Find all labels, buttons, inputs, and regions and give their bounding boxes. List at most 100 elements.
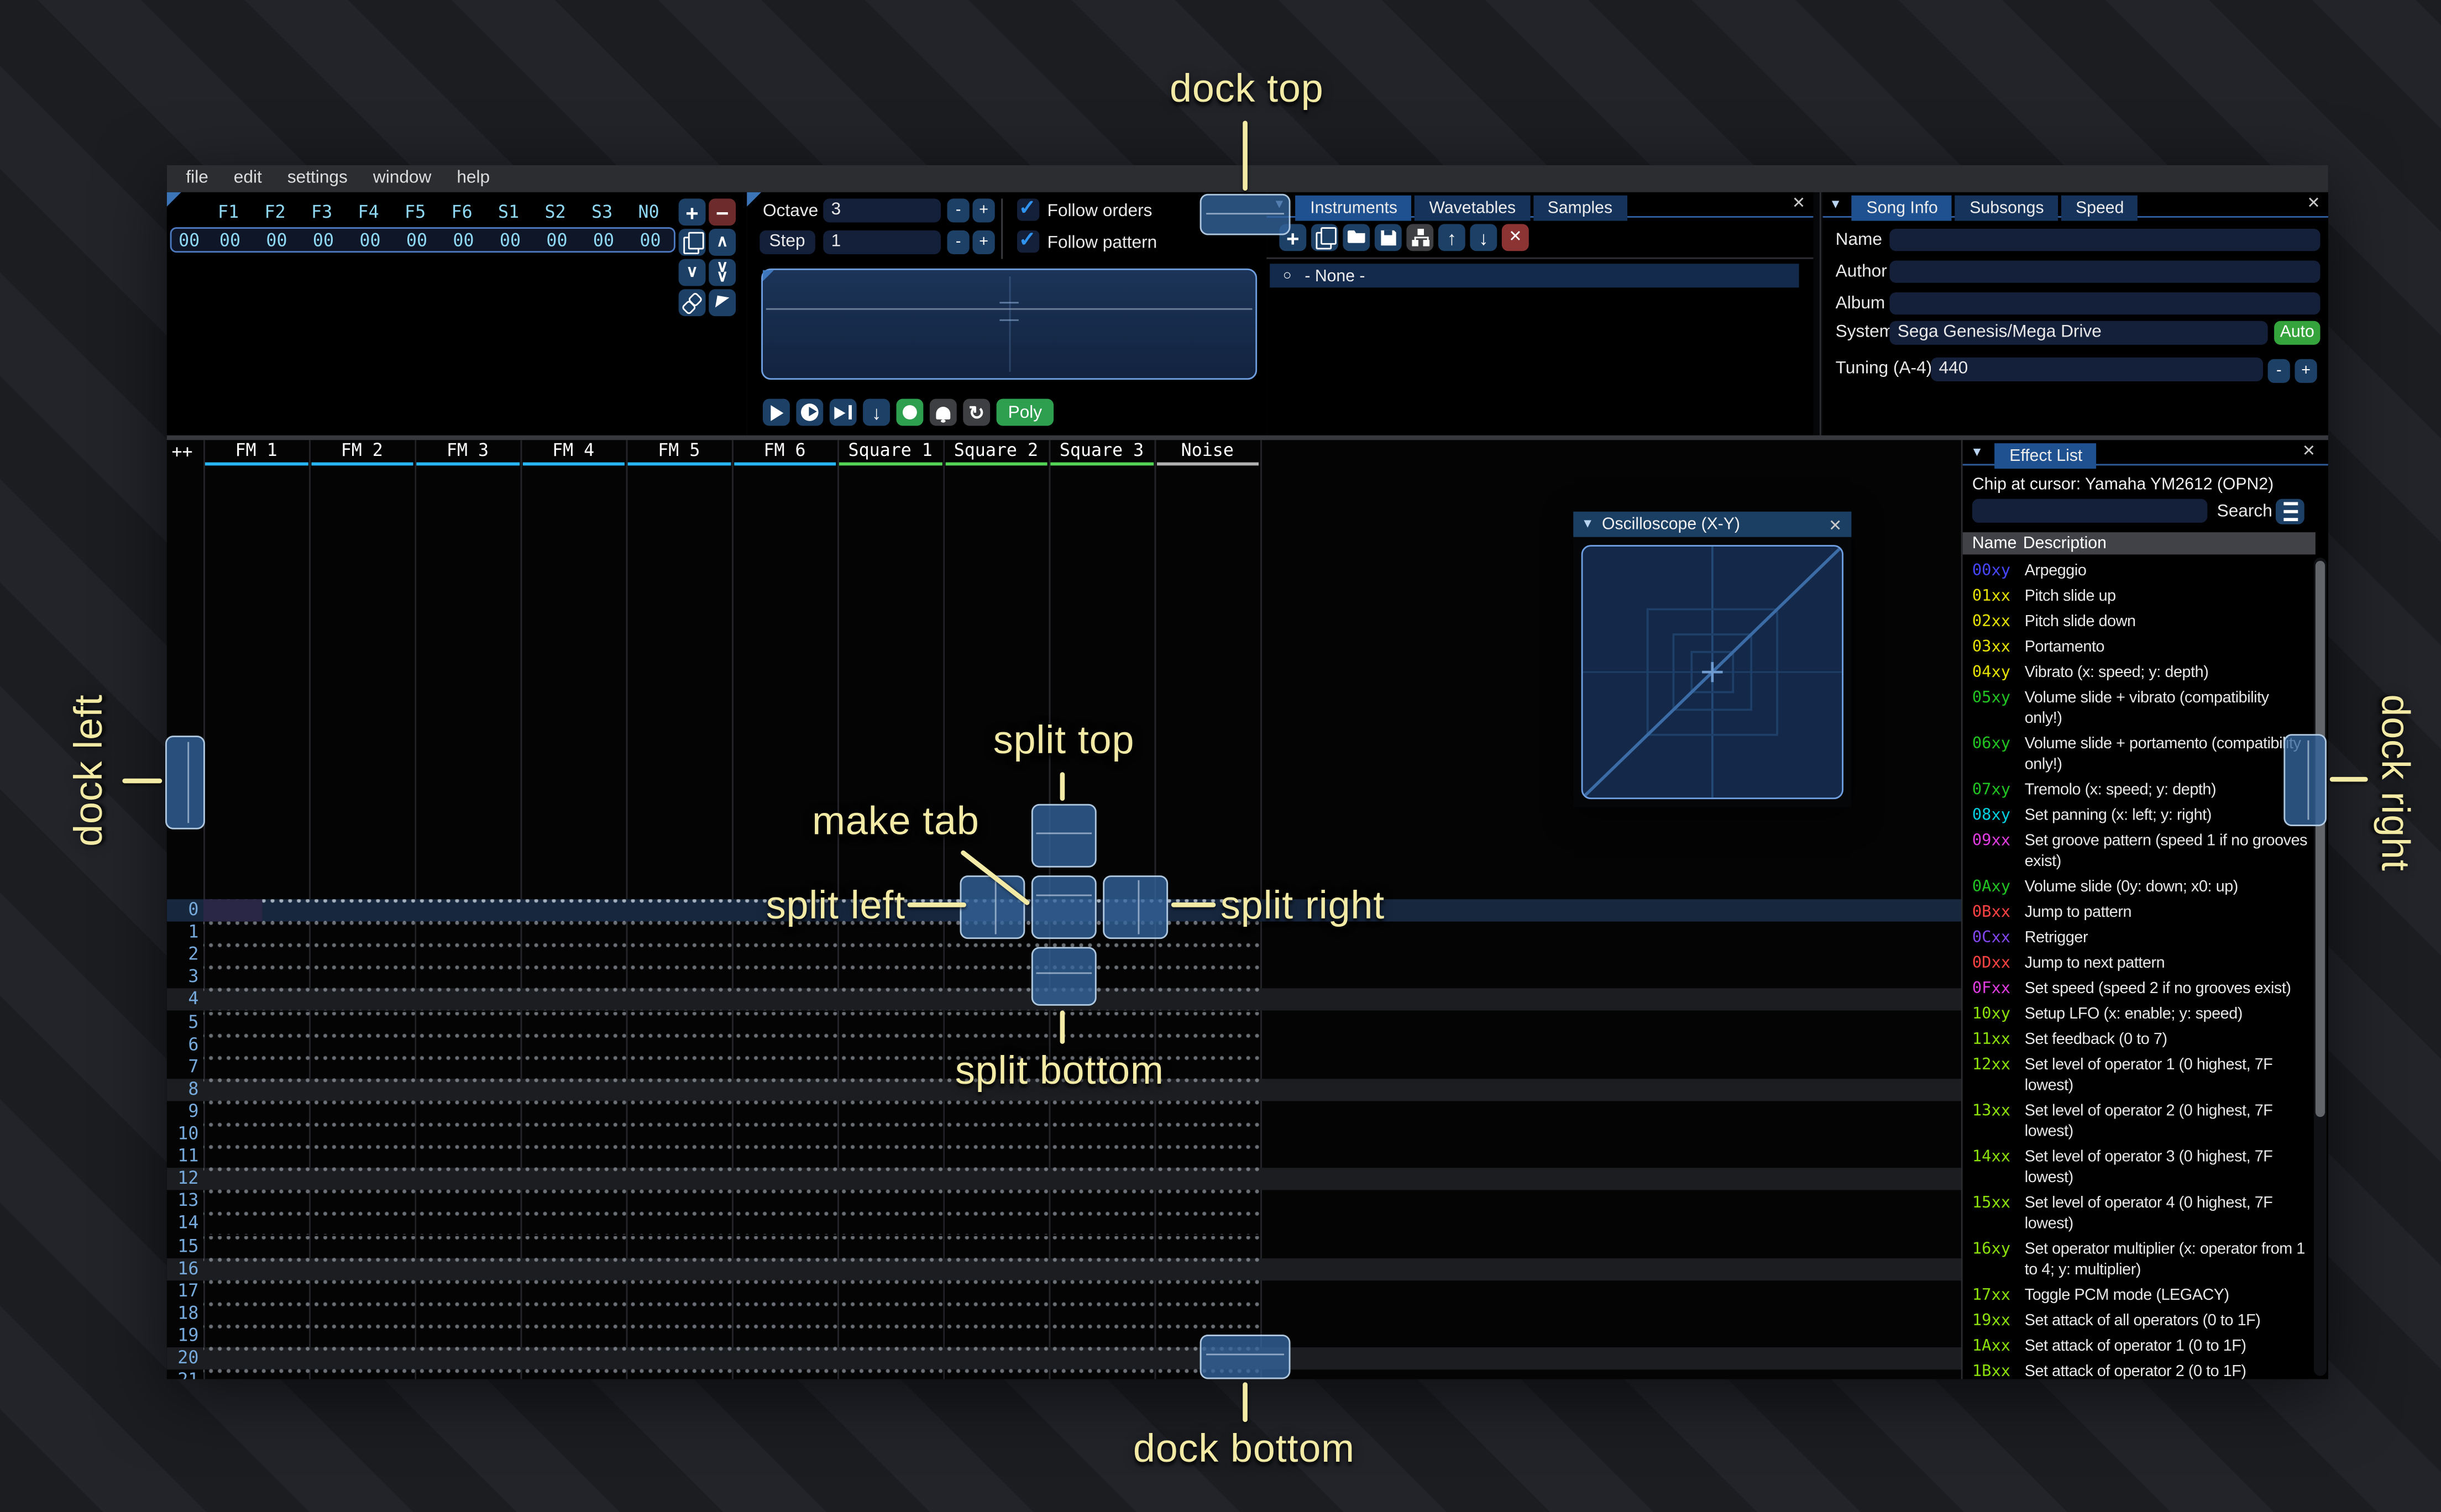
pattern-row[interactable]: 21 [167,1369,1963,1379]
orders-channel-header[interactable]: S1 [498,202,520,223]
follow-pattern-checkbox[interactable]: ✓ [1017,227,1040,253]
remove-order-button[interactable]: − [709,198,736,226]
orders-cell[interactable]: 00 [406,229,428,250]
play-button[interactable] [763,398,790,426]
tuning-input[interactable]: 440 [1931,356,2263,381]
octave-minus-button[interactable]: - [947,198,970,223]
duplicate-order-to-end-button[interactable] [709,259,736,286]
menu-settings[interactable]: settings [287,168,348,188]
close-icon[interactable]: ✕ [1829,518,1842,536]
orders-channel-header[interactable]: F4 [358,202,379,223]
orders-row[interactable]: 00 00 00 00 00 00 00 00 00 00 00 [170,227,675,253]
pattern-row[interactable]: 10 [167,1123,1963,1146]
tab-song-info[interactable]: Song Info [1852,195,1952,221]
order-edit-mode-button[interactable]: ◤ [709,289,736,317]
split-bottom-target[interactable] [1031,947,1097,1006]
split-right-target[interactable] [1103,875,1169,939]
orders-channel-header[interactable]: S3 [591,202,613,223]
name-input[interactable] [1889,229,2320,251]
window-menu-icon[interactable]: ▼ [1829,197,1842,212]
split-top-target[interactable] [1031,804,1097,868]
effect-list-options-button[interactable] [2276,498,2304,524]
duplicate-instrument-button[interactable] [1311,224,1338,251]
effect-search-input[interactable] [1972,498,2208,523]
orders-channel-header[interactable]: S2 [544,202,566,223]
system-input[interactable]: Sega Genesis/Mega Drive [1889,320,2268,344]
tuning-plus-button[interactable]: + [2295,359,2317,383]
move-order-up-button[interactable]: ∧ [709,229,736,256]
dock-top-target[interactable] [1199,193,1291,235]
dock-right-target[interactable] [2283,734,2327,826]
play-one-row-button[interactable] [829,398,857,426]
orders-channel-header[interactable]: F3 [311,202,333,223]
pattern-row[interactable]: 8 [166,1078,1963,1101]
make-tab-target[interactable] [1031,875,1097,939]
menu-help[interactable]: help [457,168,490,188]
octave-input[interactable]: 3 [823,198,941,223]
pattern-row[interactable]: 11 [167,1146,1963,1168]
pattern-row[interactable]: 19 [167,1325,1963,1347]
pattern-row[interactable]: 18 [167,1302,1963,1325]
tab-subsongs[interactable]: Subsongs [1955,195,2058,221]
orders-channel-header[interactable]: F2 [264,202,286,223]
tab-samples[interactable]: Samples [1533,195,1627,221]
orders-cell[interactable]: 00 [359,229,381,250]
follow-orders-checkbox[interactable]: ✓ [1017,196,1040,221]
orders-cell[interactable]: 00 [266,229,287,250]
tab-effect-list[interactable]: Effect List [1995,443,2097,469]
channel-header-fm-4[interactable]: FM 4 [521,440,626,466]
orders-row-index[interactable]: 00 [179,229,200,250]
metronome-button[interactable] [929,398,957,426]
step-minus-button[interactable]: - [947,230,970,254]
save-instrument-button[interactable] [1374,224,1402,251]
pattern-row[interactable]: 20 [166,1347,1963,1370]
channel-header-square-1[interactable]: Square 1 [837,440,943,466]
pattern-corner[interactable]: ++ [171,442,193,463]
pattern-row[interactable]: 12 [166,1168,1963,1191]
pattern-row[interactable]: 16 [166,1257,1963,1280]
instrument-list-item[interactable]: ○ - None - [1270,264,1799,288]
tab-instruments[interactable]: Instruments [1296,195,1412,221]
move-instrument-up-button[interactable]: ↑ [1438,224,1465,251]
play-from-beginning-button[interactable] [796,398,824,426]
close-icon[interactable]: ✕ [1792,195,1805,213]
channel-header-square-3[interactable]: Square 3 [1049,440,1155,466]
orders-channel-header[interactable]: F1 [218,202,239,223]
step-input[interactable]: 1 [823,230,941,254]
dock-bottom-target[interactable] [1199,1335,1291,1379]
collapse-icon[interactable]: ▼ [1581,516,1594,531]
orders-channel-header[interactable]: N0 [638,202,659,223]
orders-cell[interactable]: 00 [499,229,521,250]
octave-plus-button[interactable]: + [972,198,995,223]
scrollbar-thumb[interactable] [2315,560,2325,1117]
orders-cell[interactable]: 00 [640,229,661,250]
channel-header-square-2[interactable]: Square 2 [943,440,1049,466]
effect-list-scrollbar[interactable] [2314,558,2327,1376]
channel-header-fm-5[interactable]: FM 5 [626,440,732,466]
move-instrument-down-button[interactable]: ↓ [1470,224,1497,251]
step-one-row-button[interactable]: ↓ [863,398,890,426]
add-order-button[interactable]: + [678,198,706,226]
tuning-minus-button[interactable]: - [2267,359,2290,383]
tab-wavetables[interactable]: Wavetables [1415,195,1530,221]
close-icon[interactable]: ✕ [2302,443,2316,461]
orders-channel-header[interactable]: F6 [451,202,473,223]
pattern-row[interactable]: 5 [167,1011,1963,1034]
poly-button[interactable]: Poly [996,398,1054,426]
menu-file[interactable]: file [186,168,208,188]
pattern-row[interactable]: 14 [167,1212,1963,1236]
orders-cell[interactable]: 00 [453,229,474,250]
pattern-row[interactable]: 9 [167,1101,1963,1124]
orders-channel-header[interactable]: F5 [405,202,426,223]
menu-edit[interactable]: edit [233,168,262,188]
pattern-row[interactable]: 13 [167,1190,1963,1213]
window-menu-icon[interactable]: ▼ [1971,445,1983,459]
step-plus-button[interactable]: + [972,230,995,254]
repeat-pattern-button[interactable]: ↻ [963,398,991,426]
orders-cell[interactable]: 00 [219,229,241,250]
move-order-down-button[interactable]: ∨ [678,259,706,286]
pattern-row[interactable]: 15 [167,1235,1963,1258]
split-left-target[interactable] [960,875,1025,939]
pattern-row[interactable]: 7 [167,1056,1963,1079]
oscilloscope-xy-window[interactable]: ▼ Oscilloscope (X-Y) ✕ [1573,511,1852,807]
